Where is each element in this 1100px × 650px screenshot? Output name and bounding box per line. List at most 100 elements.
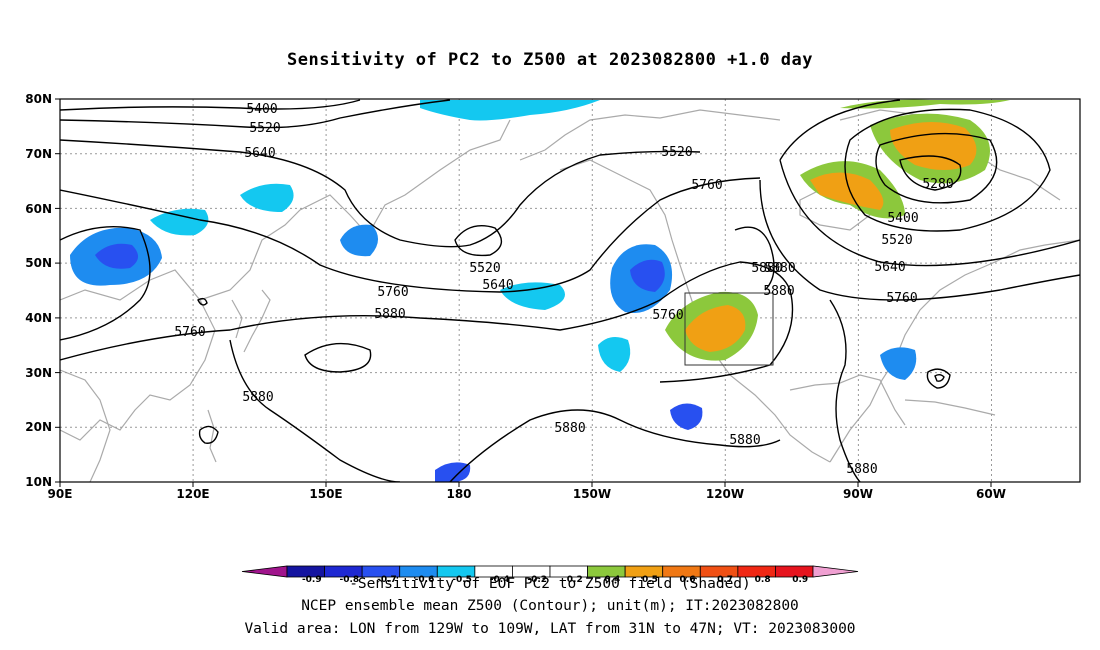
blue-core-gulf-alaska <box>630 259 665 292</box>
contour-label: 5400 <box>887 211 918 226</box>
caption-shaded: -Sensitivity of EOF PC2 to Z500 field (S… <box>349 576 751 592</box>
lat-label: 30N <box>25 366 52 380</box>
colorbar-label: 0.7 <box>717 575 733 585</box>
contour-label: 5880 <box>764 261 795 276</box>
contour-5520-ring <box>844 108 1051 232</box>
alaska <box>519 109 781 161</box>
contour-label: 5880 <box>554 421 585 436</box>
north-america-east <box>829 239 1080 463</box>
gulf-coast <box>789 374 906 426</box>
contour-label: 5640 <box>874 260 905 275</box>
orange-blob-west-us <box>685 305 746 352</box>
contour-5760-asia <box>60 177 761 293</box>
colorbar-label: 0.6 <box>680 575 696 585</box>
colorbar: -0.9 -0.8 -0.7 -0.6 -0.5 -0.4 -0.2 0.2 0.4 0.5 0.6… <box>241 565 859 585</box>
lon-ticks <box>59 482 992 487</box>
lat-axis: 80N 70N 60N 50N 40N 30N 20N 10N <box>25 92 52 489</box>
caribbean <box>904 399 996 416</box>
cyan-blob-pacific <box>500 282 565 310</box>
contour-5640-north <box>60 139 701 248</box>
valid-area-box <box>684 292 774 366</box>
contour-5400-north <box>60 99 361 111</box>
lon-label: 90E <box>48 487 73 501</box>
contour-label: 5520 <box>249 121 280 136</box>
contour-label: 5760 <box>886 291 917 306</box>
orange-blob-canada <box>810 172 884 210</box>
caption-contour: NCEP ensemble mean Z500 (Contour); unit(… <box>301 598 799 614</box>
lat-label: 60N <box>25 202 52 216</box>
colorbar-label: -0.2 <box>527 575 547 585</box>
contour-small-atlantic <box>926 368 951 389</box>
contour-closed-pacific <box>304 342 372 373</box>
contour-5880-eastpac <box>734 226 775 291</box>
contour-5520-pacific-low <box>454 225 503 257</box>
blue-blob-philippine-sea <box>435 462 471 482</box>
lat-label: 80N <box>25 92 52 106</box>
lon-label: 150E <box>309 487 342 501</box>
contour-label: 5760 <box>377 285 408 300</box>
contour-label: 5760 <box>652 308 683 323</box>
colorbar-label: 0.8 <box>755 575 771 585</box>
caption-valid-area: Valid area: LON from 129W to 109W, LAT f… <box>244 621 856 637</box>
contour-label: 5880 <box>729 433 760 448</box>
plot-frame <box>59 98 1081 483</box>
contour-label: 5880 <box>846 462 877 477</box>
colorbar-label: 0.4 <box>604 575 620 585</box>
lon-label: 120E <box>176 487 209 501</box>
contour-5880-south <box>229 339 401 482</box>
colorbar-label: -0.6 <box>415 575 435 585</box>
contour-5640-atlantic <box>779 99 1080 267</box>
lat-label: 10N <box>25 475 52 489</box>
indochina <box>60 369 111 482</box>
lon-label: 90W <box>843 487 873 501</box>
colorbar-label: -0.5 <box>452 575 472 585</box>
lon-label: 120W <box>706 487 744 501</box>
lat-ticks <box>55 98 60 483</box>
colorbar-labels: -0.9 -0.8 -0.7 -0.6 -0.5 -0.4 -0.2 0.2 0.4 0.5 0.6… <box>302 575 808 585</box>
china-coast <box>60 299 216 441</box>
blue-core-asia <box>95 243 139 269</box>
contour-label: 5280 <box>922 177 953 192</box>
colorbar-label: -0.8 <box>340 575 360 585</box>
colorbar-label: -0.4 <box>490 575 510 585</box>
colorbar-label: 0.5 <box>642 575 658 585</box>
blue-blob-kuril <box>340 224 379 257</box>
cyan-blob-west-coast <box>598 336 631 372</box>
cyan-strip-arctic <box>420 100 600 121</box>
lon-label: 150W <box>573 487 611 501</box>
contour-label-layer: 5400 5520 5640 5520 5760 5520 5640 5760 5880 5760… <box>174 102 953 477</box>
contour-label: 5640 <box>482 278 513 293</box>
colorbar-end-high <box>812 565 859 578</box>
cyan-blob-asia <box>150 208 209 236</box>
contour-label: 5400 <box>246 102 277 117</box>
contour-label: 5760 <box>174 325 205 340</box>
contour-label: 5880 <box>374 307 405 322</box>
negative-shading <box>70 100 917 482</box>
colorbar-label: 0.2 <box>567 575 583 585</box>
lon-axis: 90E 120E 150E 180 150W 120W 90W 60W <box>48 487 1006 501</box>
contour-5880-subtrop <box>449 409 781 482</box>
contour-label: 5520 <box>661 145 692 160</box>
contour-5880-main <box>60 226 151 341</box>
philippines <box>207 409 217 463</box>
contour-5880-florida <box>829 299 861 482</box>
lat-label: 40N <box>25 311 52 325</box>
contour-5880-pacific <box>60 261 794 383</box>
colorbar-label: -0.7 <box>377 575 397 585</box>
lat-label: 20N <box>25 420 52 434</box>
lat-label: 50N <box>25 256 52 270</box>
z500-contours <box>60 99 1080 482</box>
lat-label: 70N <box>25 147 52 161</box>
contour-5400-ring <box>875 132 998 204</box>
lon-label: 60W <box>976 487 1006 501</box>
contour-label: 5880 <box>242 390 273 405</box>
contour-label: 5520 <box>469 261 500 276</box>
contour-label: 5520 <box>881 233 912 248</box>
contour-label: 5880 <box>763 284 794 299</box>
contour-label: 5760 <box>691 178 722 193</box>
contour-label: 5640 <box>244 146 275 161</box>
contour-5520-north <box>60 99 451 129</box>
blue-blob-florida <box>880 347 917 380</box>
map-title: Sensitivity of PC2 to Z500 at 2023082800… <box>286 50 813 70</box>
